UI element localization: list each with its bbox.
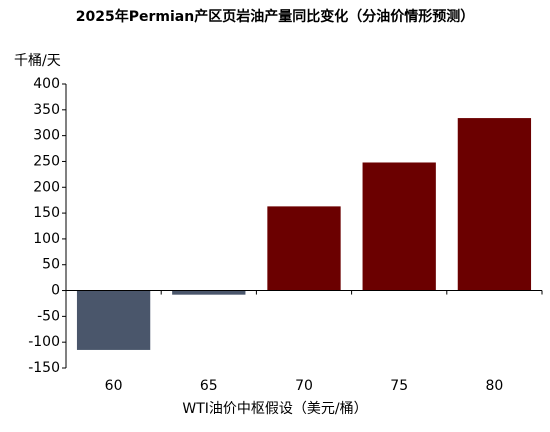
bar-60 — [76, 290, 151, 350]
y-tick-label: 350 — [33, 102, 60, 118]
y-tick-label: 100 — [33, 231, 60, 247]
y-tick-label: -150 — [28, 360, 60, 376]
bars — [76, 118, 532, 350]
y-axis-unit-label: 千桶/天 — [14, 53, 61, 69]
y-tick-label: 0 — [51, 283, 60, 299]
y-tick-label: 50 — [42, 257, 60, 273]
x-axis-title: WTI油价中枢假设（美元/桶） — [182, 401, 368, 417]
chart-title: 2025年Permian产区页岩油产量同比变化（分油价情形预测） — [75, 9, 475, 25]
x-tick-label: 75 — [390, 378, 408, 394]
x-tick-label: 65 — [200, 378, 218, 394]
y-tick-label: 200 — [33, 179, 60, 195]
x-tick-label: 60 — [105, 378, 123, 394]
x-tick-label: 70 — [295, 378, 313, 394]
bar-75 — [362, 162, 436, 291]
y-tick-label: 150 — [33, 205, 60, 221]
bar-65 — [172, 290, 246, 295]
y-tick-label: 250 — [33, 153, 60, 169]
x-axis: 60 65 70 75 80 — [65, 290, 543, 394]
y-tick-label: -50 — [37, 308, 60, 324]
y-tick-label: 400 — [33, 76, 60, 92]
bar-80 — [457, 118, 532, 291]
y-tick-label: -100 — [28, 334, 60, 350]
x-tick-label: 80 — [485, 378, 503, 394]
y-tick-label: 300 — [33, 128, 60, 144]
y-axis: -150 -100 -50 0 50 100 150 200 250 300 350 400 — [28, 76, 67, 376]
bar-70 — [267, 206, 341, 291]
